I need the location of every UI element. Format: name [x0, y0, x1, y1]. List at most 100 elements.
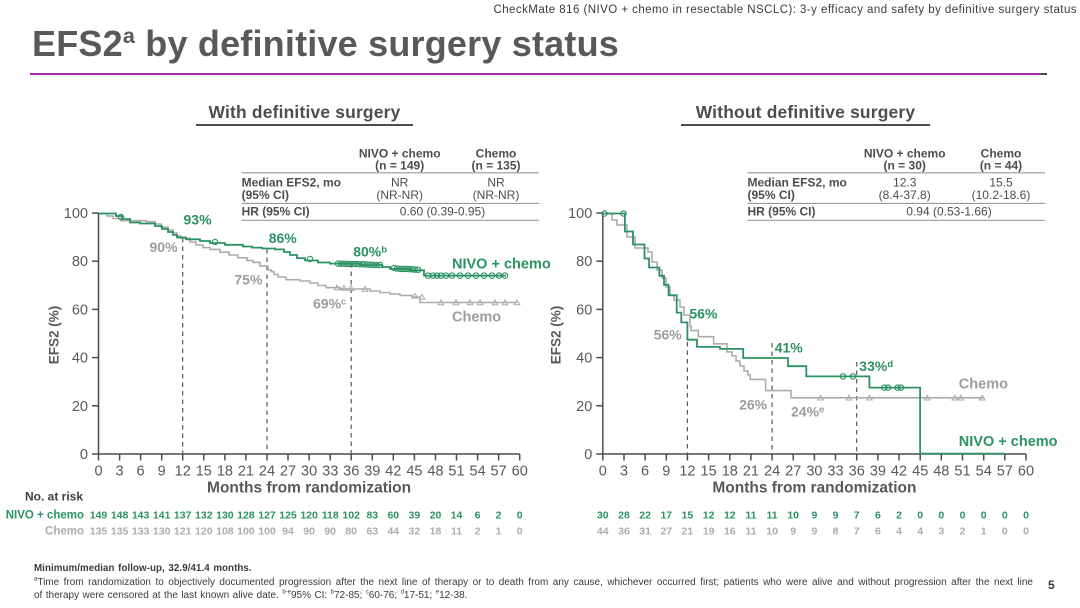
svg-text:6: 6: [641, 464, 649, 480]
svg-text:(95% CI): (95% CI): [242, 188, 289, 202]
svg-text:44: 44: [597, 526, 609, 538]
svg-text:No. at risk: No. at risk: [25, 490, 83, 504]
svg-text:3: 3: [938, 526, 944, 538]
svg-text:80: 80: [576, 254, 592, 270]
svg-text:45: 45: [406, 464, 422, 480]
svg-text:80: 80: [72, 254, 88, 270]
svg-text:24: 24: [259, 464, 275, 480]
svg-text:32: 32: [409, 526, 421, 538]
svg-text:0: 0: [938, 510, 944, 522]
svg-text:10: 10: [766, 526, 778, 538]
svg-text:30: 30: [806, 464, 822, 480]
svg-text:10: 10: [787, 510, 799, 522]
svg-text:130: 130: [216, 510, 234, 522]
svg-text:(10.2-18.6): (10.2-18.6): [972, 188, 1031, 202]
svg-text:22: 22: [639, 510, 651, 522]
svg-text:NIVO + chemo: NIVO + chemo: [6, 510, 84, 522]
svg-text:57: 57: [997, 464, 1013, 480]
svg-text:NIVO + chemo: NIVO + chemo: [864, 147, 946, 161]
svg-text:24%e: 24%e: [791, 404, 824, 420]
svg-text:56%: 56%: [654, 327, 683, 343]
svg-text:16: 16: [724, 526, 736, 538]
svg-text:NIVO + chemo: NIVO + chemo: [959, 434, 1058, 450]
svg-text:39: 39: [409, 510, 421, 522]
svg-text:51: 51: [954, 464, 970, 480]
svg-text:42: 42: [385, 464, 401, 480]
svg-text:0: 0: [517, 510, 523, 522]
svg-text:12: 12: [175, 464, 191, 480]
svg-text:51: 51: [448, 464, 464, 480]
svg-text:36: 36: [849, 464, 865, 480]
svg-text:0: 0: [599, 464, 607, 480]
svg-text:(95% CI): (95% CI): [748, 188, 795, 202]
svg-text:135: 135: [90, 526, 108, 538]
svg-text:100: 100: [237, 526, 255, 538]
svg-text:(NR-NR): (NR-NR): [376, 188, 423, 202]
svg-text:9: 9: [811, 510, 817, 522]
svg-text:0: 0: [960, 510, 966, 522]
svg-text:33: 33: [322, 464, 338, 480]
svg-text:12: 12: [679, 464, 695, 480]
svg-text:39: 39: [364, 464, 380, 480]
svg-text:90%: 90%: [150, 239, 179, 255]
svg-text:0: 0: [981, 510, 987, 522]
svg-text:(8.4-37.8): (8.4-37.8): [879, 188, 931, 202]
svg-text:0: 0: [1023, 510, 1029, 522]
svg-text:143: 143: [132, 510, 150, 522]
svg-text:63: 63: [366, 526, 378, 538]
svg-text:11: 11: [451, 526, 462, 538]
svg-text:0: 0: [917, 510, 923, 522]
svg-text:28: 28: [618, 510, 630, 522]
svg-text:Chemo: Chemo: [476, 147, 517, 161]
svg-text:54: 54: [470, 464, 486, 480]
svg-text:0: 0: [80, 447, 88, 463]
svg-text:11: 11: [745, 526, 756, 538]
svg-text:69%c: 69%c: [313, 296, 346, 312]
svg-text:2: 2: [960, 526, 966, 538]
svg-text:Chemo: Chemo: [959, 377, 1008, 393]
svg-text:HR (95% CI): HR (95% CI): [242, 205, 310, 219]
svg-text:(n = 135): (n = 135): [471, 159, 520, 173]
svg-text:21: 21: [682, 526, 694, 538]
svg-text:0.60 (0.39-0.95): 0.60 (0.39-0.95): [400, 205, 485, 219]
svg-text:18: 18: [217, 464, 233, 480]
svg-text:60: 60: [576, 302, 592, 318]
svg-text:90: 90: [324, 526, 336, 538]
svg-text:60: 60: [72, 302, 88, 318]
svg-text:118: 118: [322, 510, 339, 522]
svg-text:Median EFS2, mo: Median EFS2, mo: [748, 176, 847, 190]
svg-text:NIVO + chemo: NIVO + chemo: [452, 257, 551, 273]
svg-text:31: 31: [639, 526, 651, 538]
svg-text:15.5: 15.5: [989, 176, 1013, 190]
svg-text:Chemo: Chemo: [452, 310, 501, 326]
svg-text:42: 42: [891, 464, 907, 480]
svg-text:1: 1: [981, 526, 987, 538]
svg-text:Months from randomization: Months from randomization: [712, 480, 916, 497]
svg-text:2: 2: [496, 510, 502, 522]
svg-text:132: 132: [195, 510, 213, 522]
svg-text:2: 2: [475, 526, 481, 538]
svg-text:33%d: 33%d: [859, 358, 893, 374]
svg-text:44: 44: [387, 526, 399, 538]
svg-text:(n = 44): (n = 44): [980, 159, 1022, 173]
svg-text:30: 30: [597, 510, 609, 522]
svg-text:NIVO + chemo: NIVO + chemo: [359, 147, 441, 161]
svg-text:127: 127: [258, 510, 276, 522]
svg-text:125: 125: [279, 510, 297, 522]
svg-text:27: 27: [785, 464, 801, 480]
svg-text:60: 60: [512, 464, 528, 480]
svg-text:102: 102: [342, 510, 360, 522]
svg-text:0: 0: [517, 526, 523, 538]
svg-text:121: 121: [174, 526, 192, 538]
svg-text:21: 21: [238, 464, 254, 480]
svg-text:9: 9: [833, 510, 839, 522]
svg-text:100: 100: [258, 526, 276, 538]
svg-text:15: 15: [701, 464, 717, 480]
svg-text:149: 149: [90, 510, 108, 522]
svg-text:8: 8: [833, 526, 839, 538]
svg-text:Chemo: Chemo: [45, 526, 84, 538]
svg-text:90: 90: [303, 526, 315, 538]
svg-text:100: 100: [568, 206, 592, 222]
svg-text:80%b: 80%b: [353, 244, 387, 260]
svg-text:60: 60: [1018, 464, 1034, 480]
